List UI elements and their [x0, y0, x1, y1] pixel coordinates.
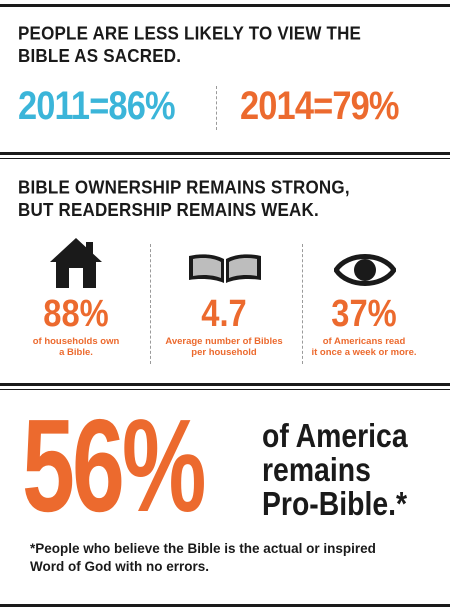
column-divider-1	[150, 244, 151, 364]
section1-bottom-rule	[0, 152, 450, 155]
stat-2014: 2014=79%	[240, 84, 399, 128]
section1-divider	[216, 86, 217, 130]
section2-bottom-rule-thin	[0, 389, 450, 390]
footnote-line1: *People who believe the Bible is the act…	[30, 541, 376, 556]
readers-caption-line1: of Americans read	[322, 336, 406, 347]
section1-heading-line1: PEOPLE ARE LESS LIKELY TO VIEW THE	[18, 23, 362, 44]
households-caption-line2: a Bible.	[59, 347, 93, 358]
column-divider-2	[302, 244, 303, 364]
section1-bottom-rule-thin	[0, 158, 450, 159]
bibles-per-household-value: 4.7	[201, 293, 247, 335]
section2-bottom-rule	[0, 383, 450, 386]
bibles-caption-line1: Average number of Bibles	[165, 336, 283, 347]
eye-icon	[332, 248, 398, 292]
stat-2011: 2011=86%	[18, 84, 176, 128]
readers-caption: of Americans read it once a week or more…	[299, 336, 429, 358]
pro-bible-percent: 56%	[22, 392, 206, 539]
households-caption: of households own a Bible.	[11, 336, 141, 358]
bottom-rule	[0, 604, 450, 607]
section2-heading-line2: BUT READERSHIP REMAINS WEAK.	[18, 199, 319, 221]
top-rule	[0, 4, 450, 7]
households-value: 88%	[43, 293, 109, 335]
section2-heading-line1: BIBLE OWNERSHIP REMAINS STRONG,	[18, 177, 350, 198]
footnote-line2: Word of God with no errors.	[30, 559, 209, 574]
section2-heading: BIBLE OWNERSHIP REMAINS STRONG, BUT READ…	[18, 176, 350, 221]
open-book-icon	[187, 252, 263, 286]
section1-heading-line2: BIBLE AS SACRED.	[18, 45, 182, 67]
bibles-caption-line2: per household	[191, 347, 257, 358]
readers-caption-line2: it once a week or more.	[311, 347, 417, 358]
weekly-readers-value: 37%	[331, 293, 397, 335]
pro-bible-line2: remains	[262, 451, 371, 488]
pro-bible-line3: Pro-Bible.*	[262, 485, 408, 522]
bibles-caption: Average number of Bibles per household	[159, 336, 289, 358]
pro-bible-line1: of America	[262, 417, 408, 454]
section1-heading: PEOPLE ARE LESS LIKELY TO VIEW THE BIBLE…	[18, 22, 361, 67]
households-caption-line1: of households own	[32, 336, 120, 347]
footnote: *People who believe the Bible is the act…	[30, 540, 450, 576]
house-icon	[48, 236, 104, 290]
